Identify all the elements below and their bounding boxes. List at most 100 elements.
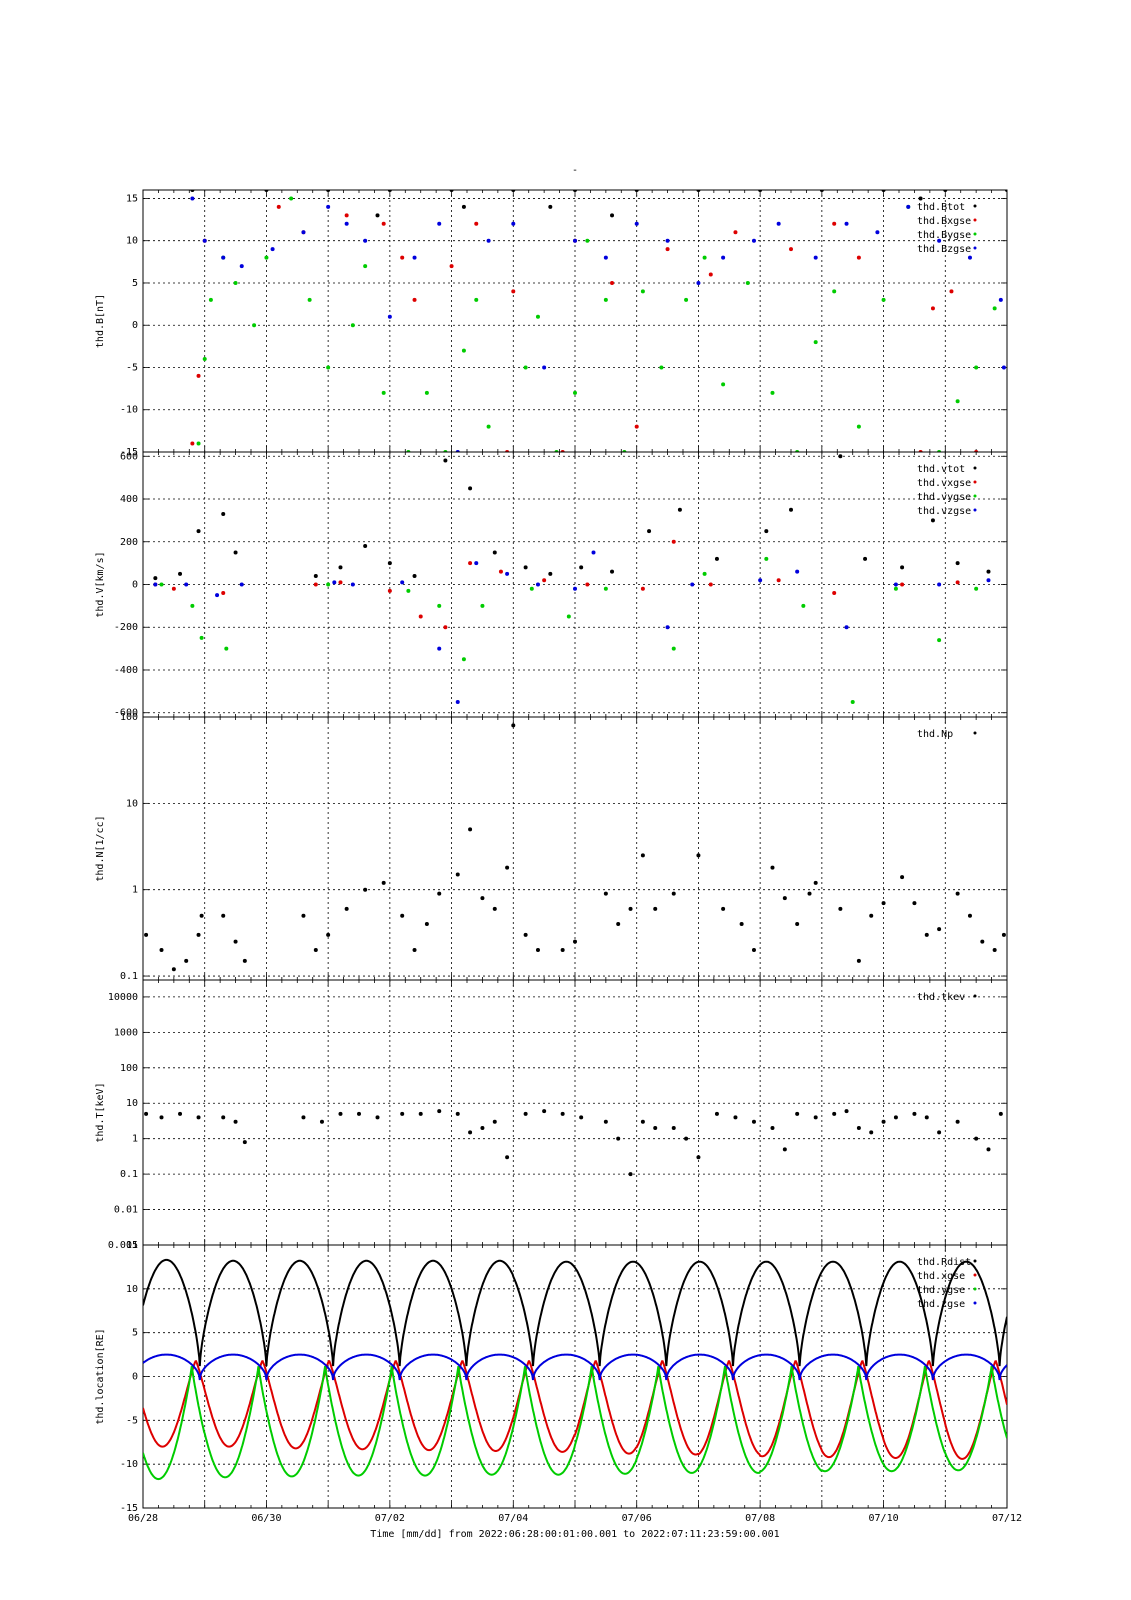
data-point — [196, 441, 201, 446]
legend-entry: thd.xgse — [917, 1271, 965, 1282]
plot-area — [143, 1258, 1007, 1481]
data-point — [381, 880, 386, 885]
data-point — [640, 289, 645, 294]
data-point — [671, 646, 676, 651]
data-point — [585, 238, 590, 243]
y-tick-label: -10 — [120, 405, 138, 416]
data-point — [511, 190, 516, 192]
data-point — [930, 306, 935, 311]
data-point — [486, 238, 491, 243]
data-point — [418, 1111, 423, 1116]
figure-title: - — [572, 165, 578, 176]
data-point — [498, 569, 503, 574]
data-point — [937, 638, 942, 643]
legend-entry: thd.vtot — [917, 464, 965, 475]
data-point — [455, 700, 460, 705]
panels: 151050-5-10-15thd.B[nT]thd.Btotthd.Bxgse… — [95, 189, 1022, 1524]
data-point — [986, 1147, 991, 1152]
y-tick-label: -200 — [114, 622, 138, 633]
data-point — [242, 958, 247, 963]
data-point — [468, 561, 473, 566]
data-point — [535, 948, 540, 953]
panel-1: 15 10 5 0 -5 -10 -15 thd.B[nT] thd.Btot thd.Bxgse… — [95, 189, 1008, 458]
data-point — [239, 264, 244, 269]
data-point — [690, 582, 695, 587]
data-point — [375, 1115, 380, 1120]
data-point — [548, 204, 553, 209]
data-point — [813, 1115, 818, 1120]
data-point — [751, 1119, 756, 1124]
data-point — [443, 458, 448, 463]
data-point — [992, 948, 997, 953]
data-point — [603, 891, 608, 896]
data-point — [739, 922, 744, 927]
data-point — [480, 896, 485, 901]
legend-entry: thd.zgse — [917, 1299, 965, 1310]
data-point — [542, 365, 547, 370]
series-thd.vzgse — [153, 550, 991, 705]
data-point — [702, 571, 707, 576]
series-thd.Btot — [190, 190, 1007, 218]
legend-marker — [973, 246, 977, 250]
data-point — [640, 853, 645, 858]
legend-entry: thd.Bxgse — [917, 216, 971, 227]
data-point — [412, 948, 417, 953]
data-point — [653, 906, 658, 911]
series-thd.tkev — [144, 1109, 1003, 1177]
series-line-thd.xgse — [143, 1360, 1007, 1460]
data-point — [221, 913, 226, 918]
y-tick-label: 100 — [120, 1063, 138, 1074]
data-point — [480, 603, 485, 608]
data-point — [252, 323, 257, 328]
data-point — [770, 1126, 775, 1131]
x-tick-label: 06/30 — [251, 1513, 281, 1524]
legend-marker — [973, 480, 977, 484]
data-point — [579, 1115, 584, 1120]
legend-entry: thd.vygse — [917, 492, 971, 503]
data-point — [789, 507, 793, 512]
data-point — [733, 1115, 738, 1120]
data-point — [313, 582, 318, 587]
legend-marker — [973, 1273, 977, 1277]
data-point — [560, 948, 565, 953]
data-point — [424, 390, 429, 395]
data-point — [350, 323, 355, 328]
data-point — [634, 424, 639, 429]
data-point — [795, 1111, 800, 1116]
y-tick-label: -5 — [126, 1415, 138, 1426]
data-point — [535, 314, 540, 319]
data-point — [301, 913, 306, 918]
data-point — [363, 238, 368, 243]
data-point — [344, 213, 349, 218]
legend-entry: thd.vzgse — [917, 506, 971, 517]
data-point — [881, 1119, 886, 1124]
data-point — [400, 913, 405, 918]
data-point — [924, 1115, 929, 1120]
data-point — [610, 280, 615, 285]
data-point — [171, 967, 176, 972]
data-point — [437, 603, 442, 608]
data-point — [782, 896, 787, 901]
x-tick-label: 07/12 — [992, 1513, 1022, 1524]
data-point — [745, 280, 750, 285]
legend-entry: thd.Rdist — [917, 1257, 971, 1268]
data-point — [381, 221, 386, 226]
data-point — [616, 1136, 621, 1141]
data-point — [955, 399, 960, 404]
data-point — [418, 614, 423, 619]
data-point — [326, 190, 331, 192]
y-tick-label: 10000 — [108, 992, 138, 1003]
data-point — [881, 901, 886, 906]
data-point — [801, 603, 806, 608]
data-point — [937, 238, 942, 243]
data-point — [863, 556, 868, 561]
data-point — [671, 539, 676, 544]
data-point — [560, 1111, 565, 1116]
data-point — [338, 565, 343, 570]
data-point — [856, 958, 861, 963]
series-thd.vxgse — [153, 539, 960, 630]
data-point — [233, 1119, 238, 1124]
data-point — [387, 588, 392, 593]
data-point — [603, 586, 608, 591]
